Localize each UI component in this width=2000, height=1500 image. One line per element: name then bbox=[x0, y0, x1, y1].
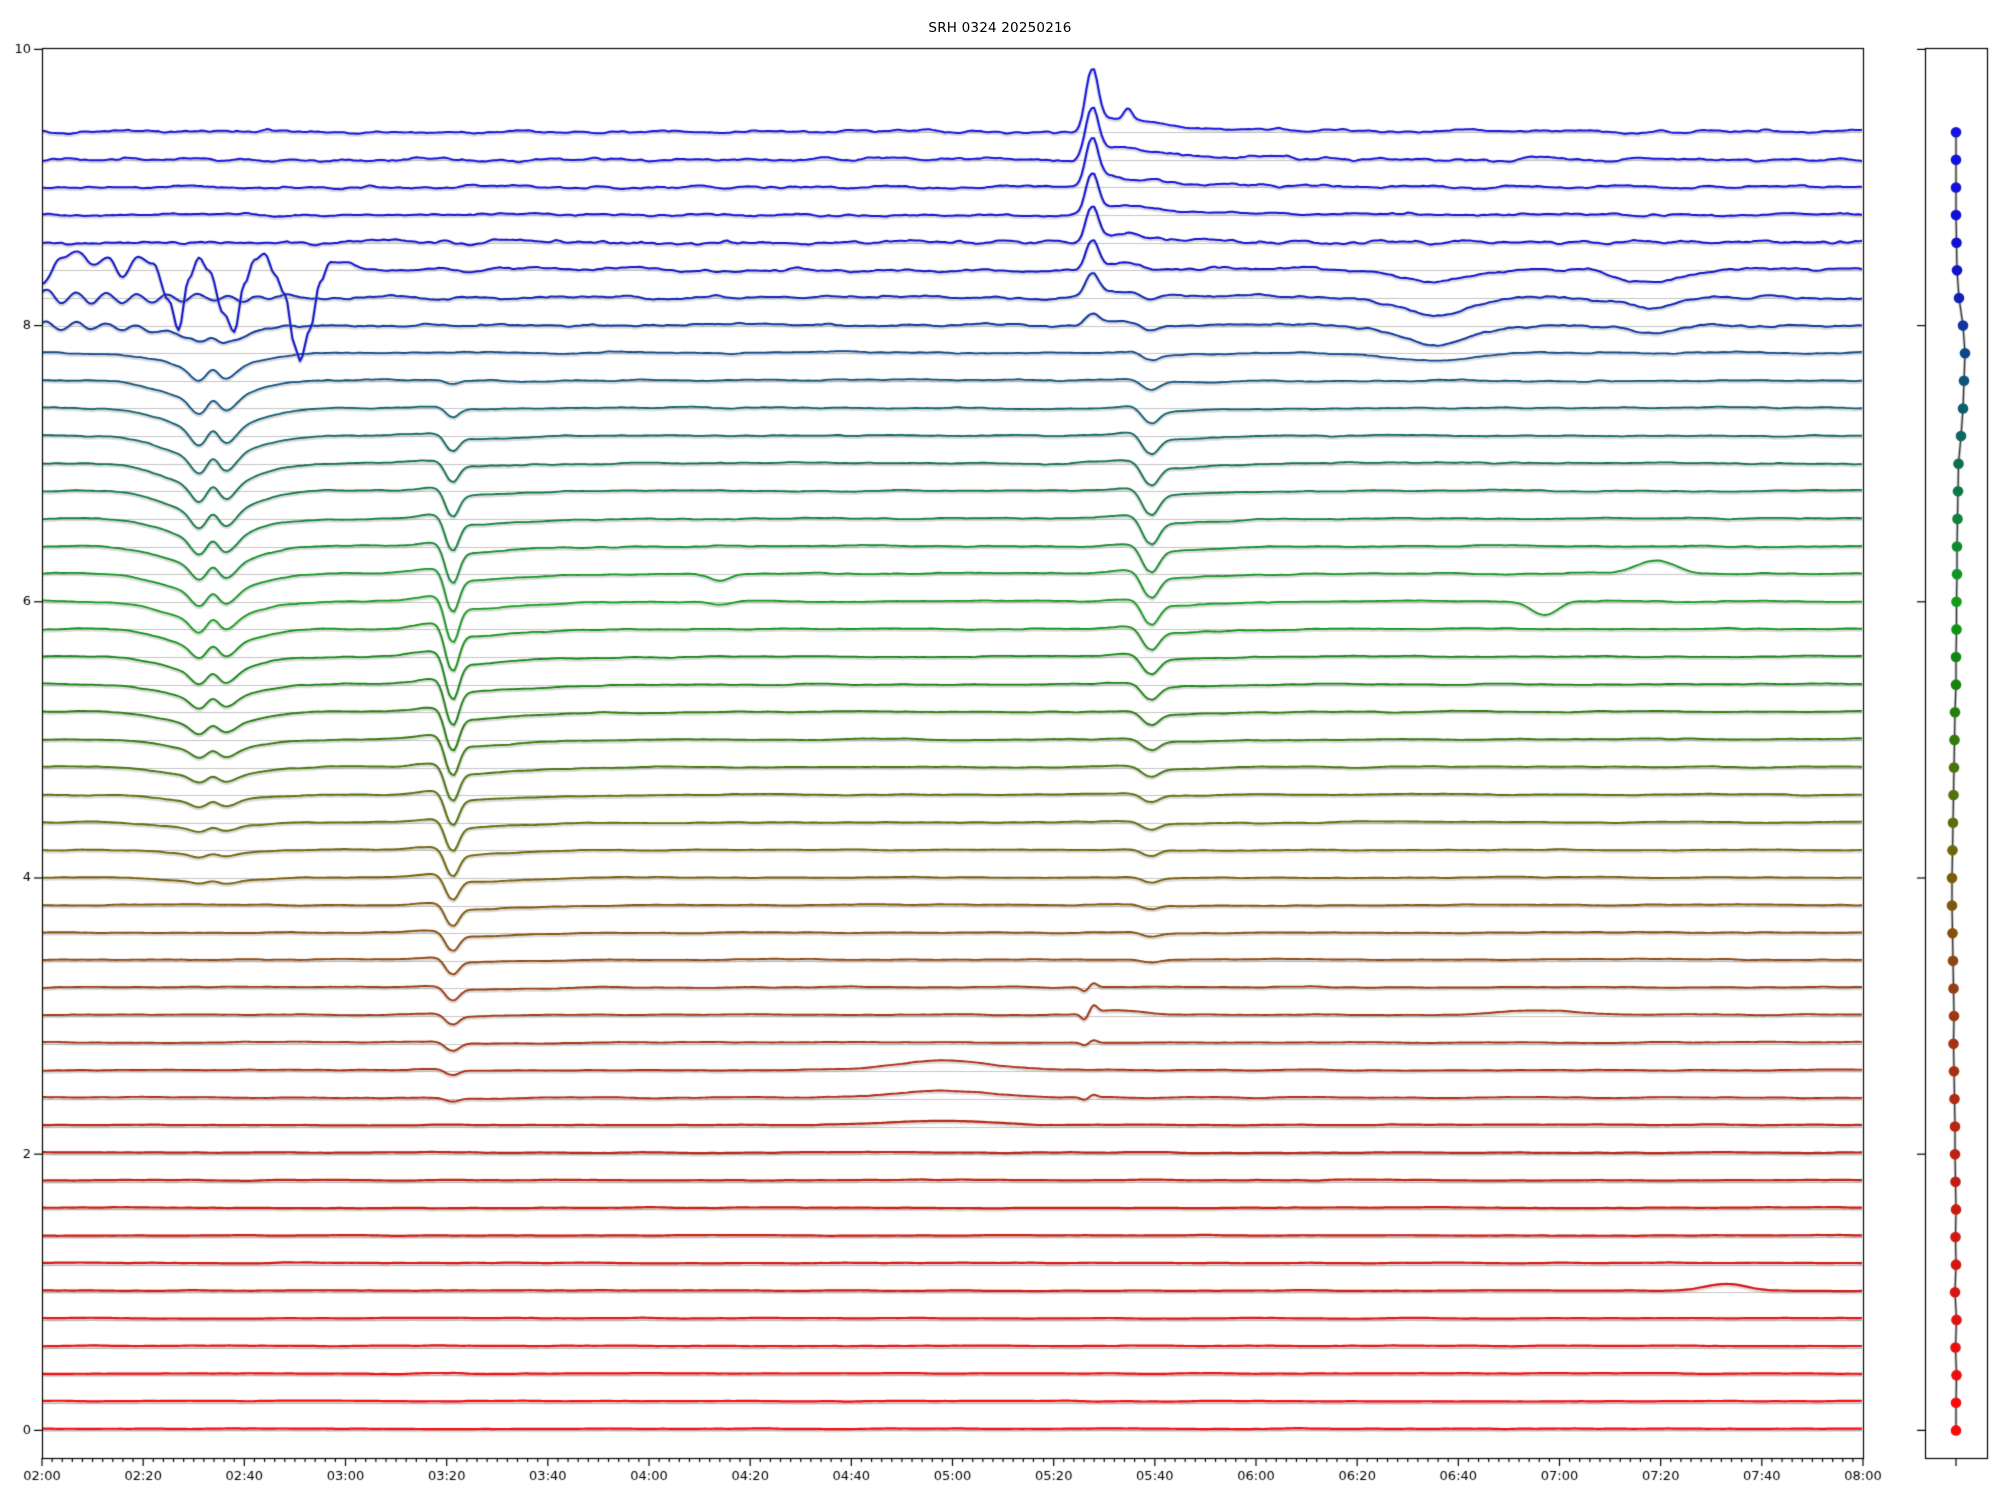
chart-title: SRH 0324 20250216 bbox=[928, 20, 1072, 36]
